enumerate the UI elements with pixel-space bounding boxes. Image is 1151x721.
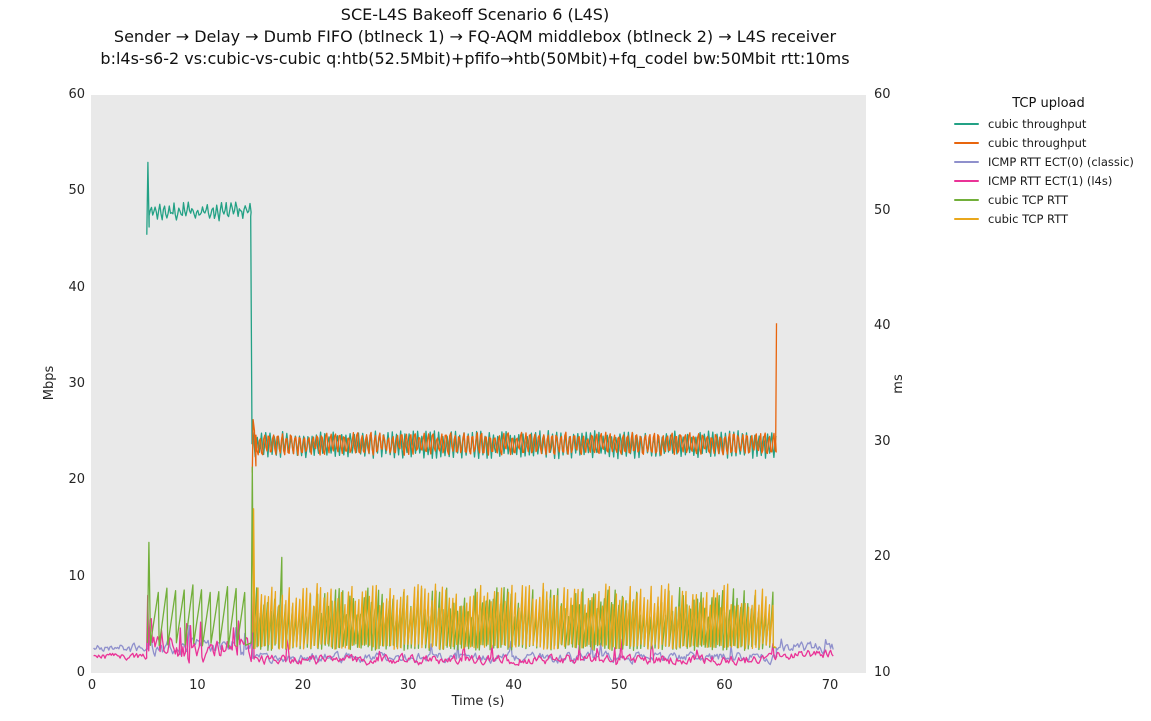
legend-label-icmp-rtt-ect1-l4s: ICMP RTT ECT(1) (l4s) xyxy=(988,173,1113,188)
legend-items: cubic throughput cubic throughput ICMP RTT… xyxy=(946,114,1151,228)
x-tick-30: 30 xyxy=(400,678,417,693)
plot-area xyxy=(91,95,866,673)
y-left-tick-60: 60 xyxy=(68,87,85,102)
y-left-tick-10: 10 xyxy=(68,568,85,584)
x-tick-70: 70 xyxy=(821,678,839,693)
y-right-tick-10: 10 xyxy=(874,665,891,680)
chart-canvas xyxy=(93,161,834,666)
legend-swatch-cubic-tcp-rtt-2 xyxy=(954,217,979,220)
legend-swatch-cubic-tcp-rtt-1 xyxy=(954,198,979,201)
legend-swatch-icmp-rtt-ect0-classic xyxy=(954,160,979,163)
y-left-tick-30: 30 xyxy=(68,376,85,391)
y-left-tick-0: 0 xyxy=(76,665,85,680)
y-left-tick-20: 20 xyxy=(68,472,85,488)
y-right-tick-20: 20 xyxy=(874,549,891,565)
legend-label-cubic-throughput-1: cubic throughput xyxy=(988,116,1087,131)
chart-title-line-2: Sender → Delay → Dumb FIFO (btlneck 1) →… xyxy=(113,27,837,46)
legend-label-cubic-tcp-rtt-2: cubic TCP RTT xyxy=(988,211,1069,226)
y-right-tick-60: 60 xyxy=(874,87,891,102)
legend-label-cubic-throughput-2: cubic throughput xyxy=(988,135,1087,150)
y-right-tick-30: 30 xyxy=(874,433,891,449)
x-tick-10: 10 xyxy=(189,678,206,693)
chart-title-line-1: SCE-L4S Bakeoff Scenario 6 (L4S) xyxy=(340,5,610,24)
legend-item-cubic-tcp-rtt-2: cubic TCP RTT xyxy=(946,209,1151,228)
legend-item-cubic-tcp-rtt-1: cubic TCP RTT xyxy=(946,190,1151,209)
x-tick-60: 60 xyxy=(716,678,733,693)
x-axis-label: Time (s) xyxy=(451,694,505,709)
y-right-tick-40: 40 xyxy=(874,318,891,334)
series-line-cubic-tcp-rtt-2 xyxy=(252,508,777,650)
legend-swatch-cubic-throughput-1 xyxy=(954,122,979,125)
x-tick-0: 0 xyxy=(87,678,97,693)
y-right-tick-50: 50 xyxy=(874,202,891,218)
chart-title: SCE-L4S Bakeoff Scenario 6 (L4S) Sender … xyxy=(0,4,950,70)
x-tick-20: 20 xyxy=(294,678,312,693)
series-line-icmp-rtt-ect1-l4s xyxy=(93,594,834,666)
x-tick-50: 50 xyxy=(610,678,628,693)
legend-swatch-cubic-throughput-2 xyxy=(954,141,979,144)
legend-item-icmp-rtt-ect0-classic: ICMP RTT ECT(0) (classic) xyxy=(946,152,1151,171)
y-right-axis-label: ms xyxy=(890,374,906,394)
legend-label-icmp-rtt-ect0-classic: ICMP RTT ECT(0) (classic) xyxy=(988,154,1134,169)
legend-swatch-icmp-rtt-ect1-l4s xyxy=(954,179,979,182)
y-left-tick-40: 40 xyxy=(68,279,85,295)
legend: TCP upload cubic throughput cubic through… xyxy=(946,96,1151,228)
x-tick-40: 40 xyxy=(505,678,522,693)
chart-title-line-3: b:l4s-s6-2 vs:cubic-vs-cubic q:htb(52.5M… xyxy=(100,49,850,68)
legend-label-cubic-tcp-rtt-1: cubic TCP RTT xyxy=(988,192,1069,207)
legend-item-icmp-rtt-ect1-l4s: ICMP RTT ECT(1) (l4s) xyxy=(946,171,1151,190)
legend-item-cubic-throughput-1: cubic throughput xyxy=(946,114,1151,133)
legend-title: TCP upload xyxy=(1012,96,1085,111)
legend-item-cubic-throughput-2: cubic throughput xyxy=(946,133,1151,152)
y-left-tick-50: 50 xyxy=(68,183,85,199)
series-line-cubic-throughput-2 xyxy=(251,323,778,473)
series-line-cubic-throughput-1 xyxy=(146,161,777,460)
